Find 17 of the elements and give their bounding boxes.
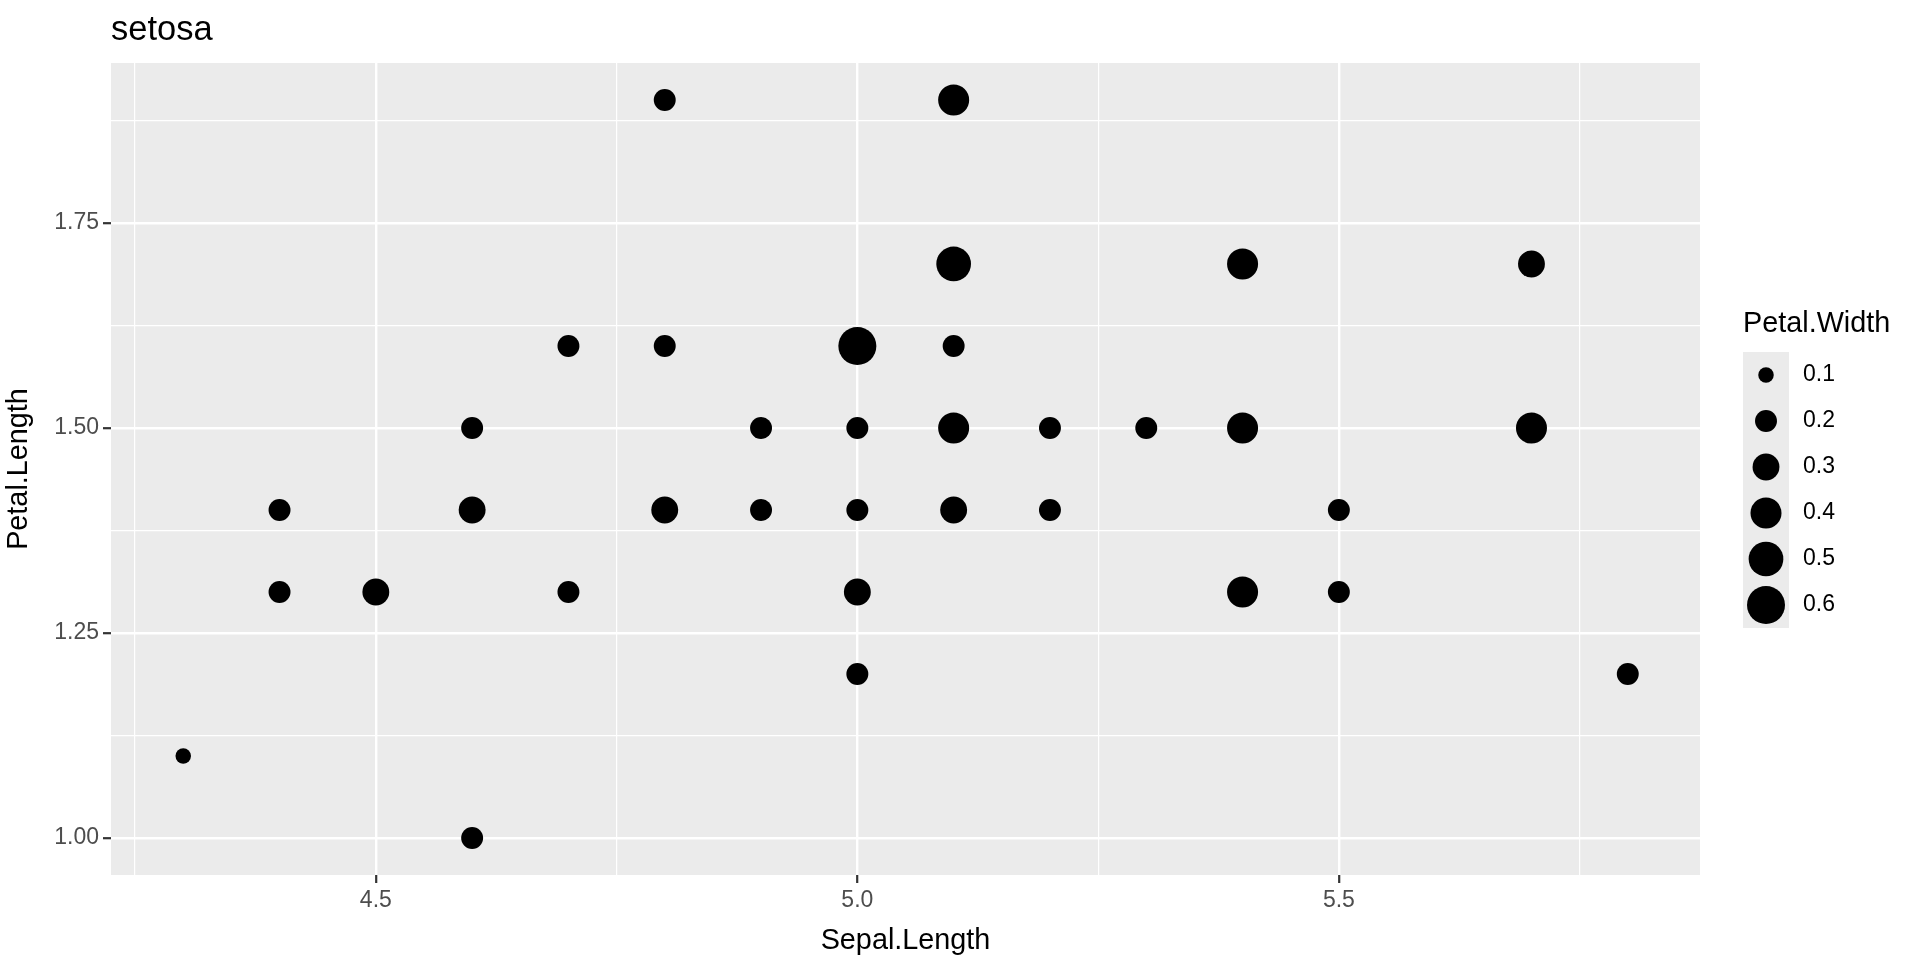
x-axis-title: Sepal.Length [820,922,991,955]
chart-title: setosa [111,8,214,47]
y-tick-label: 1.75 [54,208,99,235]
y-tick-label: 1.25 [54,618,99,645]
y-tick-label: 1.50 [54,413,99,440]
legend-label: 0.5 [1803,544,1835,571]
x-tick-label: 4.5 [359,886,392,913]
legend-label: 0.1 [1803,360,1835,387]
x-tick-label: 5.5 [1322,886,1355,913]
x-tick-label: 5.0 [841,886,874,913]
y-axis-title: Petal.Length [1,388,34,550]
legend-label: 0.4 [1803,498,1836,525]
legend-label: 0.2 [1803,406,1835,433]
legend-label: 0.6 [1803,590,1835,617]
y-tick-label: 1.00 [54,823,99,850]
legend-label: 0.3 [1803,452,1835,479]
legend-title: Petal.Width [1743,305,1891,338]
